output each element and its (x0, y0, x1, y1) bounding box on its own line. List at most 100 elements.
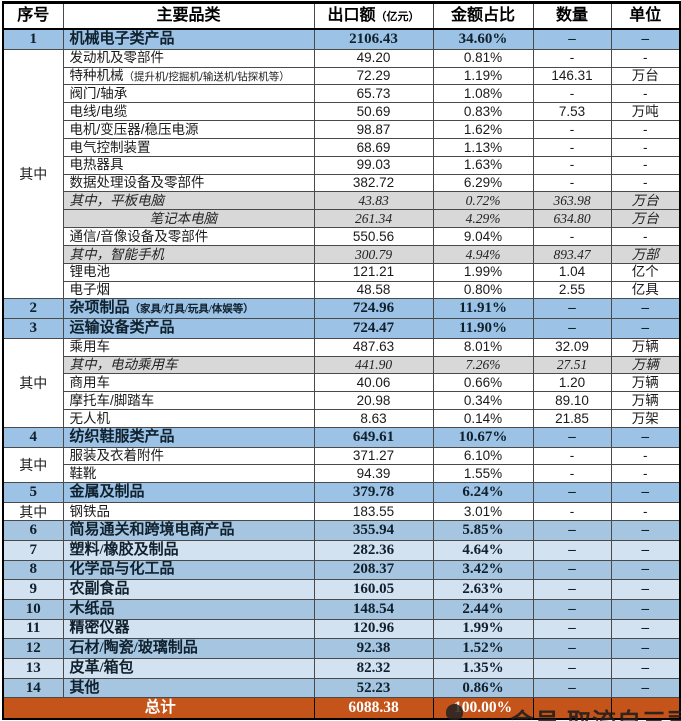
share-cell: 1.52% (432, 638, 534, 659)
sn-cell: 12 (2, 638, 64, 659)
unit-cell: 亿具 (610, 280, 681, 300)
value-cell: 49.20 (313, 48, 434, 68)
table-row: 1 机械电子类产品 2106.43 34.60% – – (2, 28, 681, 50)
sn-cell: 2 (2, 298, 64, 320)
value-cell: 50.69 (313, 102, 434, 122)
qty-cell (532, 697, 612, 720)
unit-cell: 万辆 (610, 337, 681, 357)
table-row: 鞋靴 94.39 1.55% - - (3, 464, 681, 484)
col-category: 主要品类 (62, 1, 315, 30)
category-cell: 其中，平板电脑 (62, 191, 315, 211)
category-label: 数据处理设备及零部件 (69, 175, 205, 191)
share-cell: 0.80% (432, 280, 534, 300)
col-export-value-label: 出口额 (327, 7, 376, 24)
category-label: 无人机 (69, 410, 111, 426)
value-cell: 52.23 (313, 677, 434, 699)
value-cell: 261.34 (313, 209, 434, 229)
value-cell: 183.55 (313, 501, 434, 522)
qty-cell: 21.85 (532, 409, 612, 428)
qty-cell: - (532, 84, 612, 104)
sn-cell: 7 (2, 539, 64, 561)
unit-cell: - (610, 84, 681, 104)
category-label: 杂项制品 (69, 300, 130, 317)
table-row: 电机/变压器/稳压电源 98.87 1.62% - - (3, 120, 681, 139)
category-cell: 阀门/轴承 (62, 84, 315, 104)
unit-cell: - (610, 173, 681, 193)
qty-cell: – (532, 539, 612, 561)
table-row: 14 其他 52.23 0.86% – – (2, 677, 681, 699)
table-row: 9 农副食品 160.05 2.63% – – (2, 579, 681, 600)
qty-cell: – (532, 658, 612, 679)
unit-cell: - (610, 446, 681, 466)
share-cell: 1.13% (432, 137, 534, 157)
share-cell: 3.42% (432, 559, 534, 581)
qty-cell: 32.09 (532, 337, 612, 357)
unit-cell: 亿个 (610, 262, 681, 282)
watermark-blob (446, 704, 463, 720)
value-cell: 724.47 (313, 318, 434, 339)
unit-cell: 万吨 (610, 102, 681, 122)
share-cell: 9.04% (432, 227, 534, 246)
share-cell: 4.94% (432, 244, 534, 264)
category-label: 纺织鞋服类产品 (69, 428, 175, 445)
category-note: （家具/灯具/玩具/体娱等） (129, 304, 254, 316)
table-row: 阀门/轴承 65.73 1.08% - - (3, 84, 681, 104)
category-cell: 电机/变压器/稳压电源 (62, 120, 315, 139)
sn-cell: 4 (2, 426, 64, 448)
table-row: 电子烟 48.58 0.80% 2.55 亿具 (3, 280, 681, 300)
share-cell: 1.55% (432, 464, 534, 484)
sn-cell: 10 (2, 598, 64, 620)
category-note: （提升机/挖掘机/输送机/钻探机等） (123, 71, 290, 84)
category-cell: 精密仪器 (62, 618, 315, 640)
category-cell: 塑料/橡胶及制品 (62, 539, 315, 561)
qty-cell: - (532, 501, 612, 522)
value-cell: 68.69 (313, 137, 434, 157)
share-cell: 0.72% (432, 191, 534, 211)
value-cell: 120.96 (313, 618, 434, 640)
value-cell: 40.06 (313, 373, 434, 393)
table-row: 摩托车/脚踏车 20.98 0.34% 89.10 万辆 (3, 391, 681, 411)
value-cell: 94.39 (313, 464, 434, 484)
share-cell: 0.86% (432, 677, 534, 699)
category-cell: 石材/陶瓷/玻璃制品 (62, 638, 315, 659)
share-cell: 0.14% (432, 409, 534, 428)
col-export-value: 出口额（亿元） (313, 1, 434, 30)
sn-cell: 1 (2, 28, 64, 50)
qty-cell: – (532, 638, 612, 659)
unit-cell: – (610, 298, 681, 320)
category-cell: 其中，电动乘用车 (62, 355, 315, 375)
table-row: 无人机 8.63 0.14% 21.85 万架 (3, 409, 681, 428)
share-cell: 11.90% (432, 318, 534, 339)
share-cell: 0.83% (432, 102, 534, 122)
table-row: 笔记本电脑 261.34 4.29% 634.80 万台 (3, 209, 681, 229)
category-label: 塑料/橡胶及制品 (69, 541, 179, 558)
watermark-text: 会员 取流自三司 (510, 702, 681, 721)
category-label: 电机/变压器/稳压电源 (69, 121, 199, 137)
category-label: 电子烟 (69, 282, 111, 298)
qty-cell: – (532, 618, 612, 640)
category-cell: 电热器具 (62, 155, 315, 175)
share-cell: 6.24% (432, 482, 534, 503)
unit-cell: – (610, 559, 681, 581)
value-cell: 724.96 (313, 298, 434, 320)
category-label: 金属及制品 (69, 484, 145, 501)
value-cell: 379.78 (313, 482, 434, 503)
qty-cell: 893.47 (532, 244, 612, 264)
category-label: 皮革/箱包 (69, 659, 134, 676)
unit-cell: - (610, 227, 681, 246)
sn-group-cell: 其中 (2, 337, 64, 428)
category-cell: 钢铁品 (62, 501, 315, 522)
unit-cell: – (610, 28, 681, 50)
value-cell: 208.37 (313, 559, 434, 581)
value-cell: 300.79 (313, 244, 434, 264)
qty-cell: 89.10 (532, 391, 612, 411)
share-cell: 1.35% (432, 658, 534, 679)
category-cell: 纺织鞋服类产品 (62, 426, 315, 448)
value-cell: 72.29 (313, 66, 434, 86)
value-cell: 20.98 (313, 391, 434, 411)
table-row: 电热器具 99.03 1.63% - - (3, 155, 681, 175)
table-row: 电线/电缆 50.69 0.83% 7.53 万吨 (3, 102, 681, 122)
table-row: 11 精密仪器 120.96 1.99% – – (2, 618, 681, 640)
category-label: 电线/电缆 (69, 103, 128, 119)
share-cell: 1.08% (432, 84, 534, 104)
